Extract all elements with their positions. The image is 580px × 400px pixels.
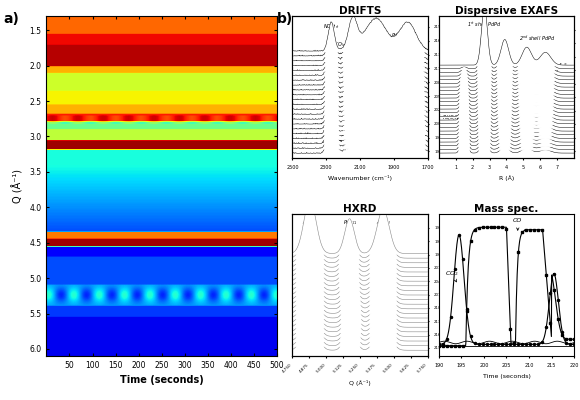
Text: Pd(C,N): Pd(C,N) <box>443 115 462 120</box>
Text: 2$^{nd}$ shell PdPd: 2$^{nd}$ shell PdPd <box>519 34 555 43</box>
Text: Al$_2$O$_3$: Al$_2$O$_3$ <box>302 218 317 227</box>
Text: Al$_2$O$_3$: Al$_2$O$_3$ <box>376 218 391 227</box>
Text: Pd(CO): Pd(CO) <box>365 37 382 42</box>
Text: b): b) <box>277 12 293 26</box>
Text: Pd(C,N): Pd(C,N) <box>354 108 373 113</box>
Text: Pd(NO): Pd(NO) <box>392 32 409 38</box>
X-axis label: R (Å): R (Å) <box>499 175 514 181</box>
Title: DRIFTS: DRIFTS <box>339 6 381 16</box>
X-axis label: Wavenumber (cm⁻¹): Wavenumber (cm⁻¹) <box>328 175 392 181</box>
Text: CO$_2$: CO$_2$ <box>445 269 459 282</box>
Y-axis label: Q (Å⁻¹): Q (Å⁻¹) <box>12 169 24 203</box>
X-axis label: Q (Å⁻¹): Q (Å⁻¹) <box>349 380 371 386</box>
Text: $NCO_{(s)}$: $NCO_{(s)}$ <box>323 23 340 31</box>
Title: HXRD: HXRD <box>343 204 377 214</box>
Title: Mass spec.: Mass spec. <box>474 204 539 214</box>
Text: a): a) <box>3 12 19 26</box>
Text: Pd$_{111}$: Pd$_{111}$ <box>343 218 357 227</box>
X-axis label: Time (seconds): Time (seconds) <box>483 374 530 378</box>
Text: shells 3, 4, 5
PdPd: shells 3, 4, 5 PdPd <box>541 63 567 72</box>
Text: CO: CO <box>513 218 523 230</box>
X-axis label: Time (seconds): Time (seconds) <box>120 376 204 386</box>
Title: Dispersive EXAFS: Dispersive EXAFS <box>455 6 558 16</box>
Text: $CO_{(g)}$: $CO_{(g)}$ <box>334 41 347 52</box>
Text: 1$^{st}$ shell PdPd: 1$^{st}$ shell PdPd <box>467 20 502 29</box>
